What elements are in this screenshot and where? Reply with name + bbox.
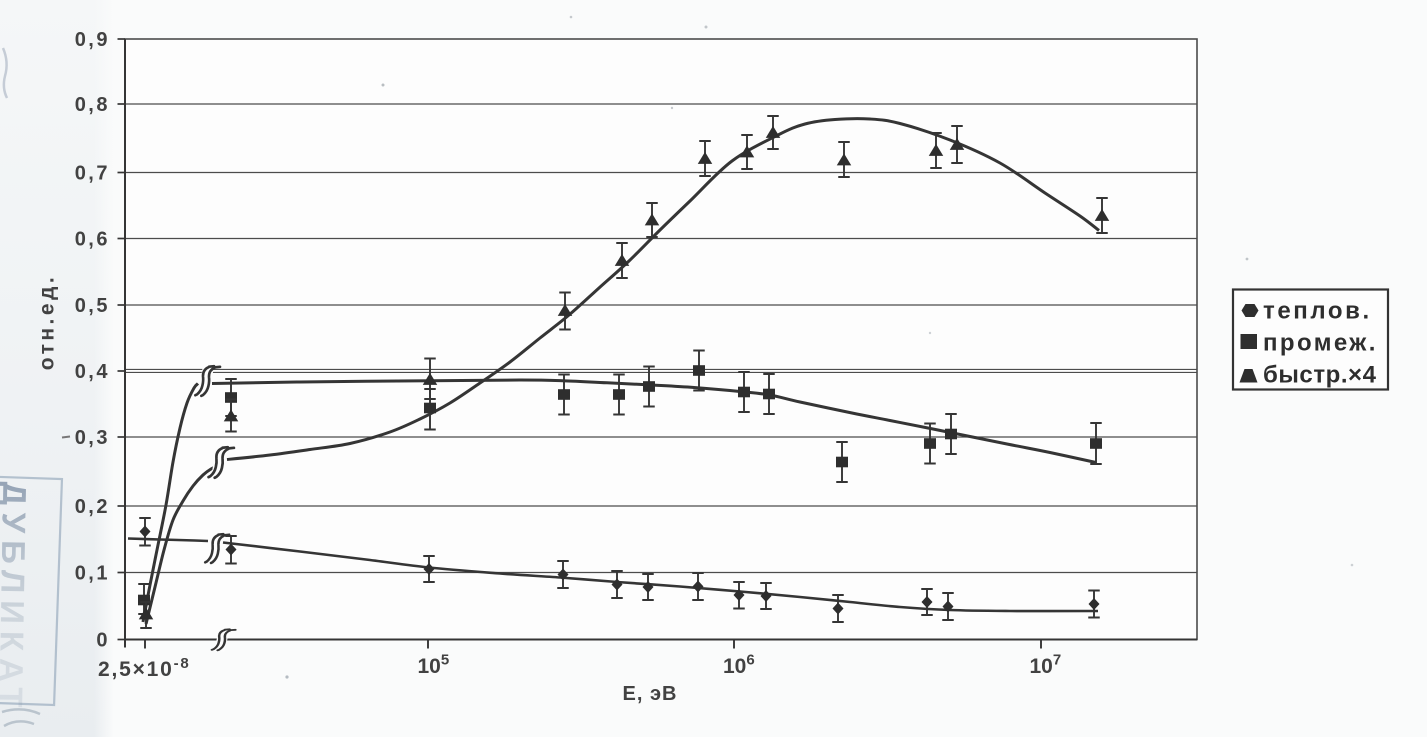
svg-text:теплов.: теплов.	[1263, 298, 1372, 325]
svg-text:0,6: 0,6	[75, 229, 110, 251]
svg-text:ДУБЛИКАТ: ДУБЛИКАТ	[0, 481, 33, 714]
svg-text:0,4: 0,4	[75, 361, 110, 383]
svg-text:0,9: 0,9	[75, 29, 110, 51]
svg-text:0,1: 0,1	[75, 563, 110, 585]
svg-text:отн.ед.: отн.ед.	[36, 274, 59, 370]
svg-text:промеж.: промеж.	[1263, 330, 1378, 357]
svg-text:0: 0	[96, 630, 110, 652]
svg-text:0,2: 0,2	[75, 496, 110, 518]
svg-text:E, эВ: E, эВ	[623, 683, 678, 705]
svg-text:0,3: 0,3	[75, 427, 110, 449]
svg-text:0,8: 0,8	[75, 94, 110, 116]
svg-text:0,7: 0,7	[75, 163, 110, 185]
svg-text:быстр.×4: быстр.×4	[1263, 362, 1377, 389]
svg-text:0,5: 0,5	[75, 295, 110, 317]
